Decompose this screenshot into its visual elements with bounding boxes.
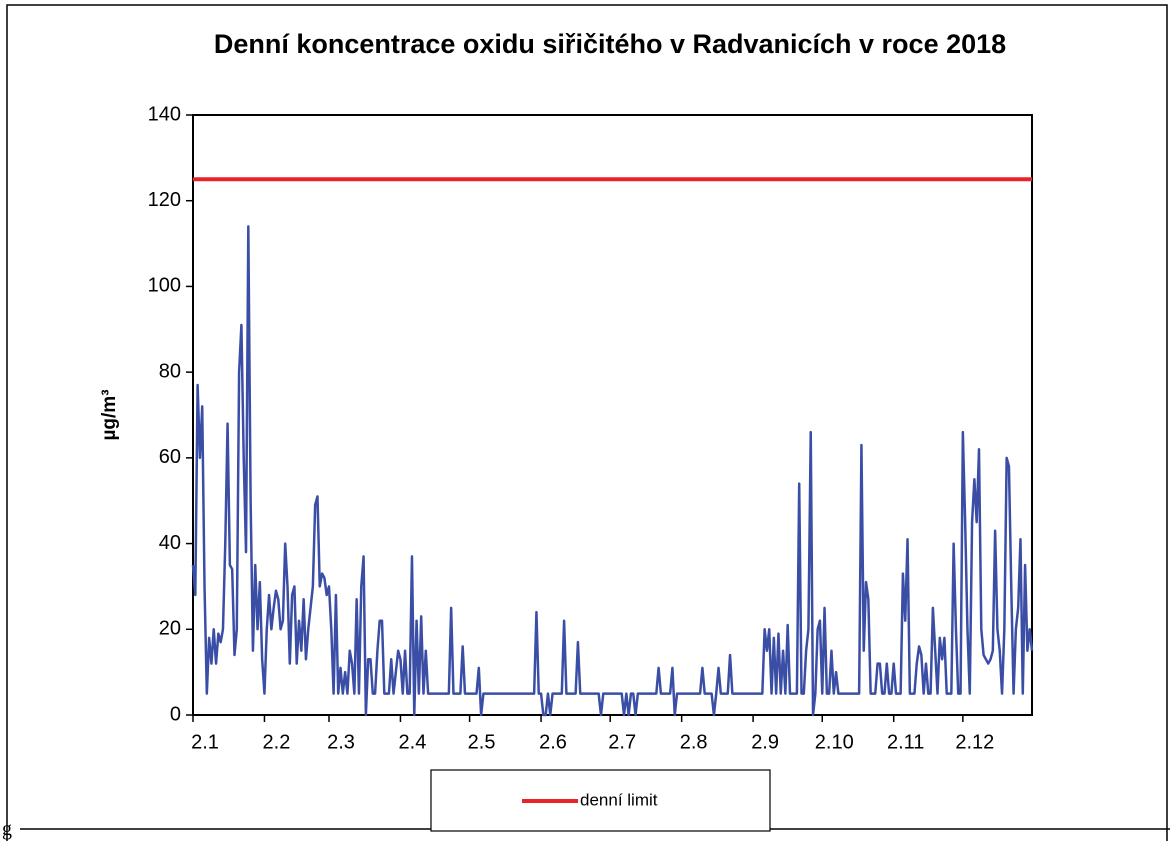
x-tick-label: 2.10: [815, 731, 854, 753]
plot-area: [192, 114, 1033, 716]
x-tick-label: 2.3: [327, 731, 355, 753]
data-line: [191, 225, 1034, 717]
y-tick-label: 120: [148, 189, 181, 211]
x-tick-label: 2.11: [887, 731, 924, 753]
y-tick-label: 80: [159, 360, 181, 382]
x-tick-label: 2.2: [263, 731, 291, 753]
y-tick-label: 140: [148, 103, 181, 125]
legend-box: [430, 769, 771, 832]
x-tick-label: 2.8: [680, 731, 708, 753]
y-tick-label: 20: [159, 618, 181, 640]
x-tick-label: 2.6: [539, 731, 567, 753]
x-tick-label: 2.5: [468, 731, 496, 753]
x-tick-label: 2.12: [955, 731, 994, 753]
y-tick-label: 100: [148, 275, 181, 297]
y-tick-label: 0: [170, 703, 181, 725]
y-tick-label: 40: [159, 532, 181, 554]
text-fragment: g: [2, 818, 12, 840]
y-axis-label: µg/m³: [99, 389, 120, 440]
x-tick-label: 2.1: [191, 731, 219, 753]
chart-title: Denní koncentrace oxidu siřičitého v Rad…: [213, 29, 1007, 59]
x-tick-label: 2.9: [751, 731, 779, 753]
x-tick-label: 2.7: [608, 731, 636, 753]
x-tick-label: 2.4: [399, 731, 427, 753]
y-tick-label: 60: [159, 446, 181, 468]
frame: [6, 4, 1168, 841]
legend-label: denní limit: [580, 790, 658, 809]
